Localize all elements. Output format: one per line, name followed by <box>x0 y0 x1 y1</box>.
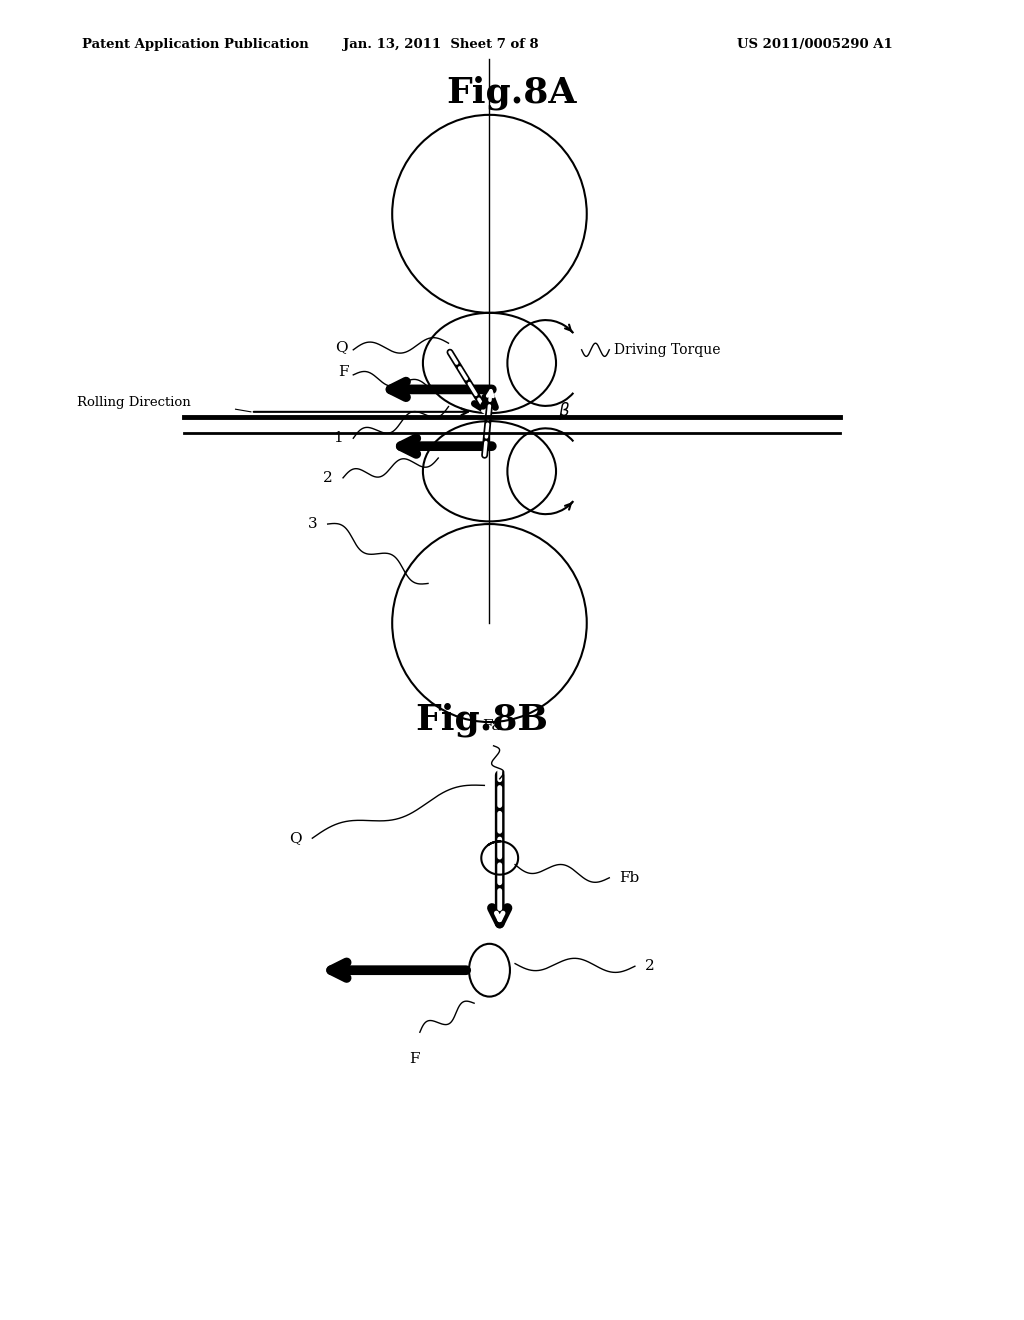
Text: Fa: Fa <box>482 718 501 733</box>
Text: 2: 2 <box>645 960 655 973</box>
Text: 3: 3 <box>308 517 317 531</box>
Text: $\beta$: $\beta$ <box>558 400 570 421</box>
Text: 1: 1 <box>333 432 343 445</box>
Text: Q: Q <box>336 341 348 354</box>
Text: US 2011/0005290 A1: US 2011/0005290 A1 <box>737 38 893 51</box>
Text: Patent Application Publication: Patent Application Publication <box>82 38 308 51</box>
Text: Driving Torque: Driving Torque <box>614 343 721 356</box>
Text: Q: Q <box>290 832 302 845</box>
Text: Fig.8A: Fig.8A <box>446 75 578 110</box>
Text: 2: 2 <box>323 471 333 484</box>
Text: Fb: Fb <box>620 871 640 884</box>
Text: Rolling Direction: Rolling Direction <box>77 396 190 409</box>
Text: Fig.8B: Fig.8B <box>415 702 548 737</box>
Text: F: F <box>338 366 348 379</box>
Text: F: F <box>410 1052 420 1067</box>
Text: Jan. 13, 2011  Sheet 7 of 8: Jan. 13, 2011 Sheet 7 of 8 <box>342 38 539 51</box>
